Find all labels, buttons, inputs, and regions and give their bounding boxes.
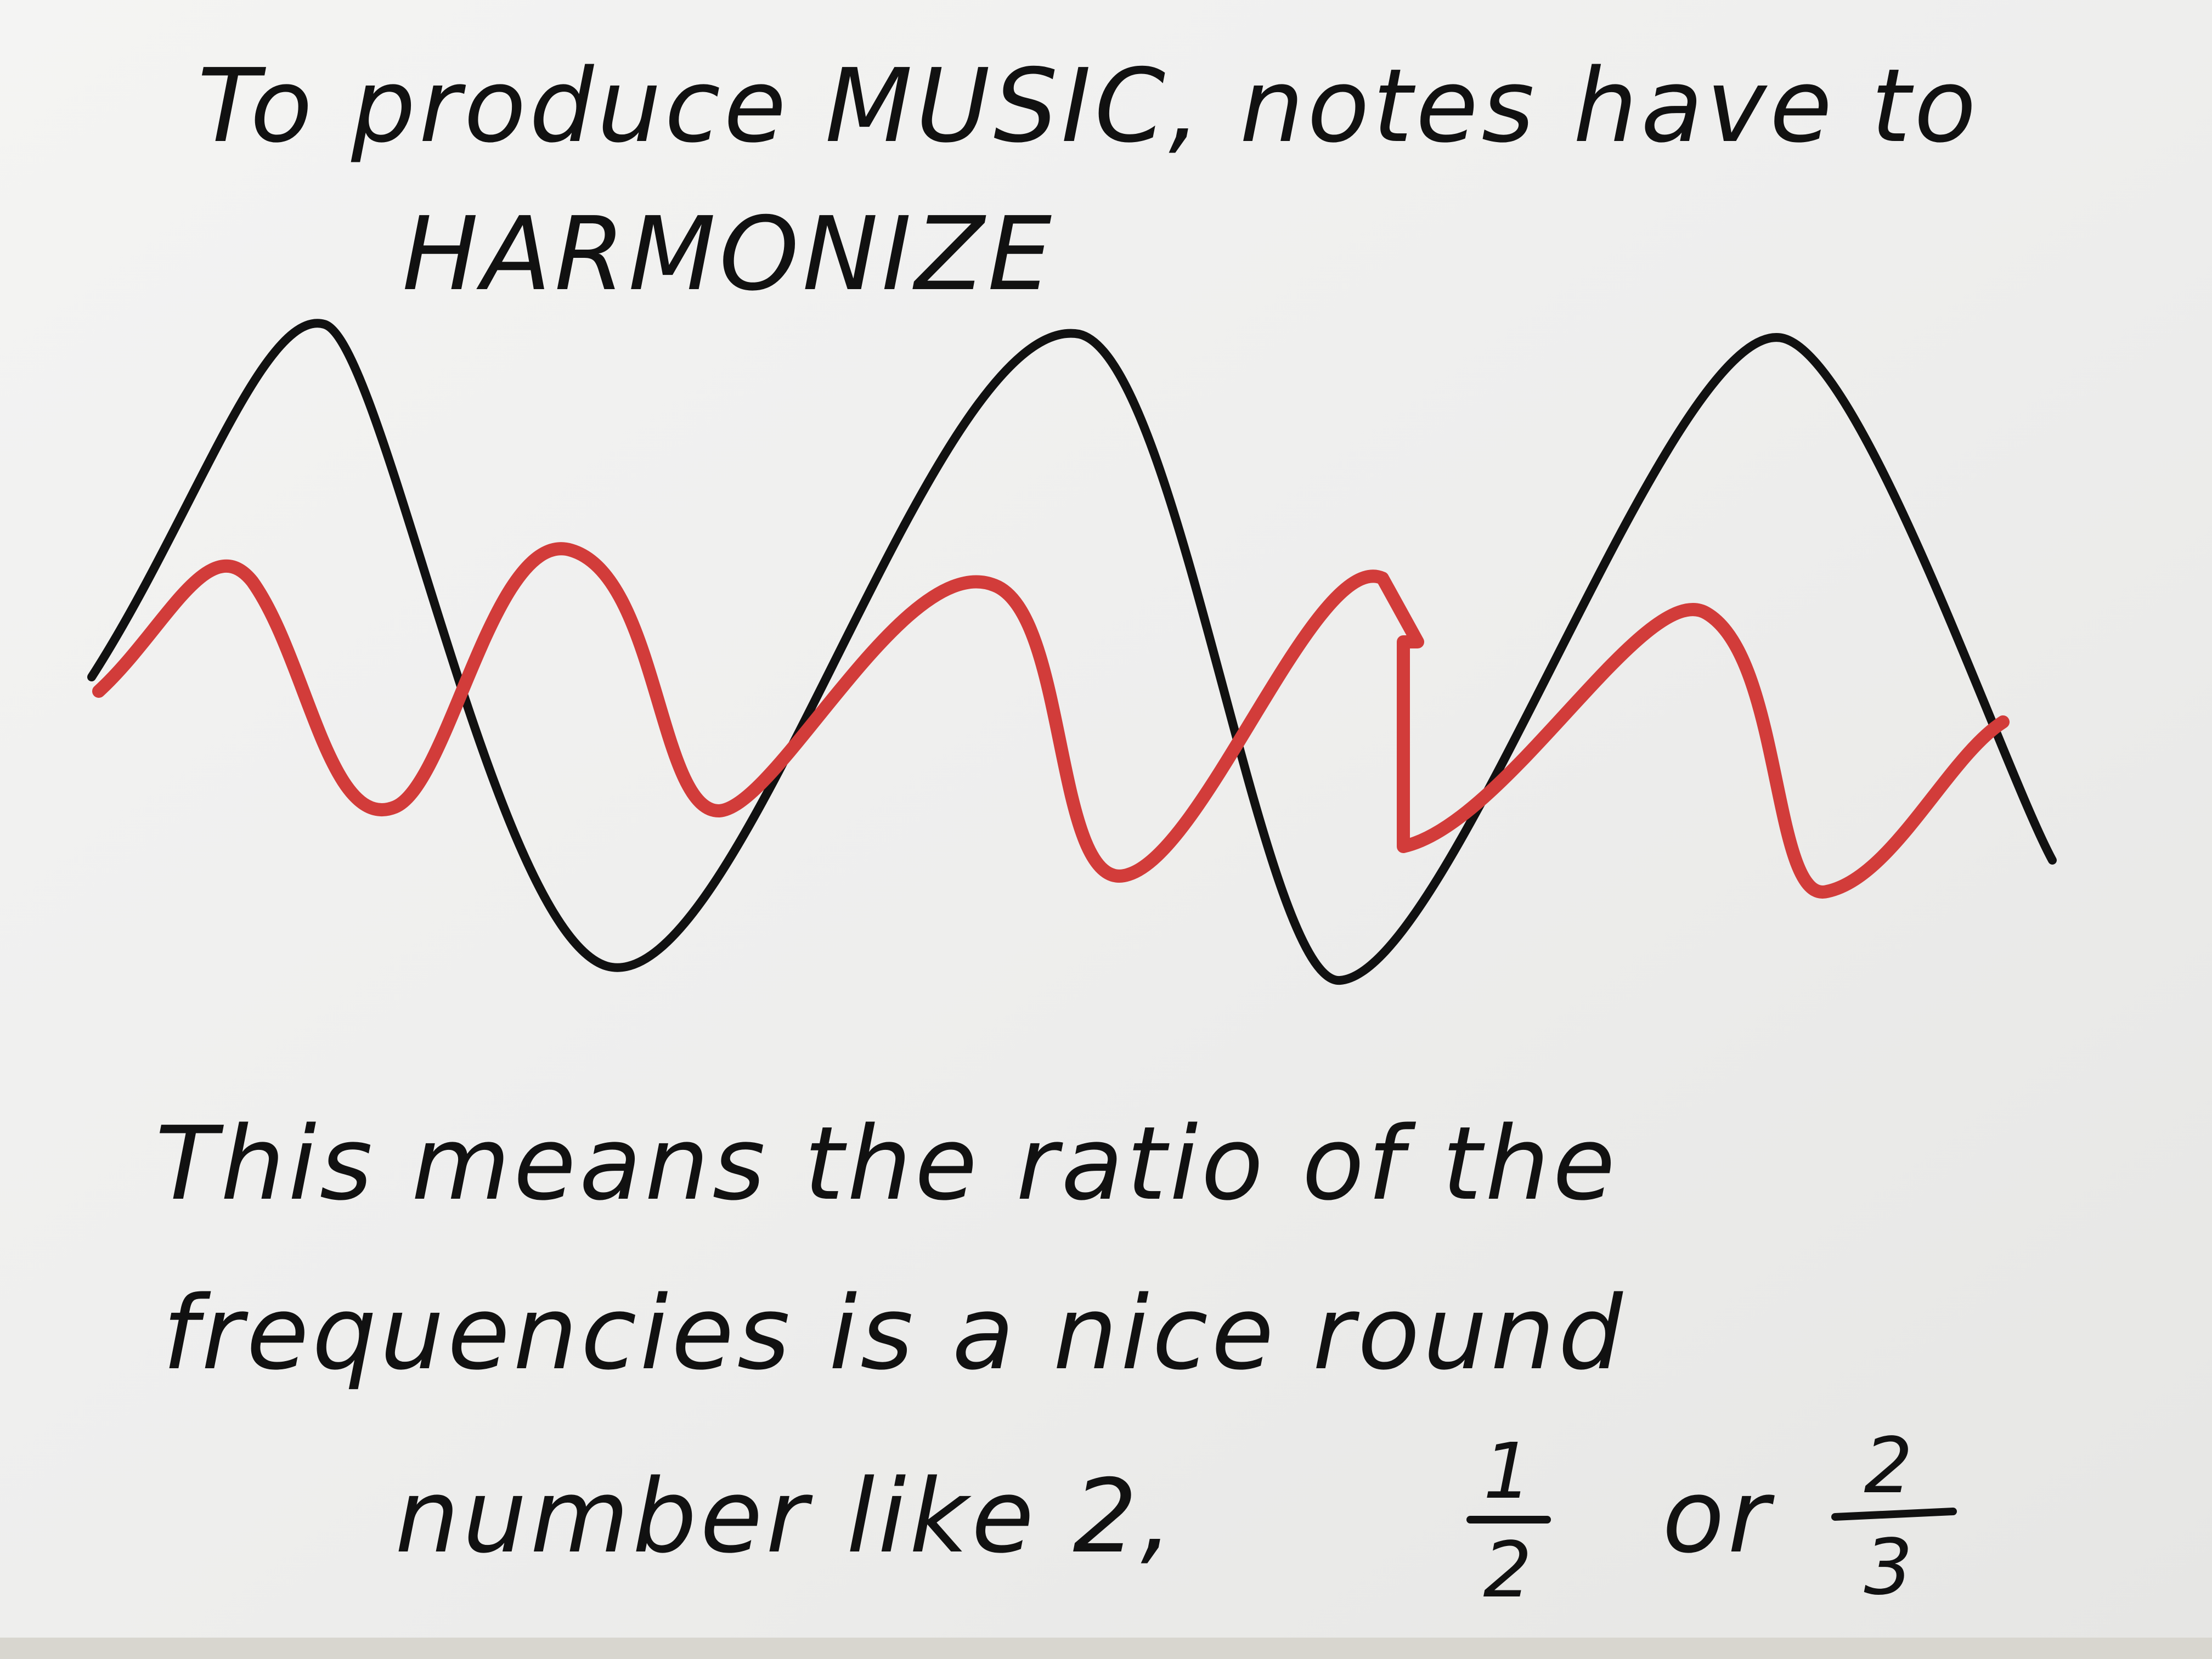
caption-word: or	[1662, 1457, 1775, 1576]
fraction-denominator: 2	[1483, 1526, 1535, 1615]
heading-line: HARMONIZE	[402, 195, 1055, 313]
caption-line: frequencies is a nice round	[162, 1274, 1626, 1392]
black-wave	[87, 319, 2057, 985]
red-wave	[92, 542, 2010, 899]
caption-line: This means the ratio of the	[155, 1104, 1618, 1223]
table-edge	[0, 1638, 2212, 1659]
fraction-bar	[1831, 1508, 1957, 1521]
fraction-numerator: 2	[1864, 1421, 1916, 1511]
heading-line: To produce MUSIC, notes have to	[198, 47, 1979, 165]
caption-line: number like 2,	[395, 1457, 1176, 1576]
fraction-numerator: 1	[1483, 1427, 1535, 1516]
fraction-denominator: 3	[1864, 1523, 1916, 1612]
